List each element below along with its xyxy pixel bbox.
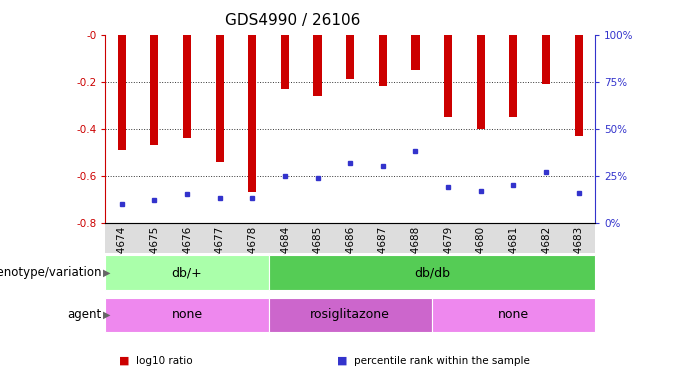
Text: ■: ■	[119, 356, 129, 366]
Bar	[248, 35, 256, 192]
Bar	[281, 35, 289, 89]
Bar	[509, 35, 517, 117]
Text: rosiglitazone: rosiglitazone	[310, 308, 390, 321]
Bar	[411, 35, 420, 70]
Text: none: none	[171, 308, 203, 321]
Bar	[313, 35, 322, 96]
Bar	[346, 35, 354, 79]
Text: GDS4990 / 26106: GDS4990 / 26106	[224, 13, 360, 28]
Bar	[150, 35, 158, 145]
Text: none: none	[498, 308, 529, 321]
Text: agent: agent	[68, 308, 102, 321]
Text: db/+: db/+	[171, 266, 203, 279]
Text: genotype/variation: genotype/variation	[0, 266, 102, 279]
Text: log10 ratio: log10 ratio	[136, 356, 192, 366]
Bar	[444, 35, 452, 117]
Text: ■: ■	[337, 356, 347, 366]
Bar	[216, 35, 224, 162]
Text: percentile rank within the sample: percentile rank within the sample	[354, 356, 530, 366]
Bar	[118, 35, 126, 150]
Text: db/db: db/db	[414, 266, 449, 279]
Bar	[477, 35, 485, 129]
Bar	[379, 35, 387, 86]
Bar	[542, 35, 550, 84]
Text: ▶: ▶	[103, 310, 111, 320]
Bar	[183, 35, 191, 138]
Text: ▶: ▶	[103, 268, 111, 278]
Bar	[575, 35, 583, 136]
